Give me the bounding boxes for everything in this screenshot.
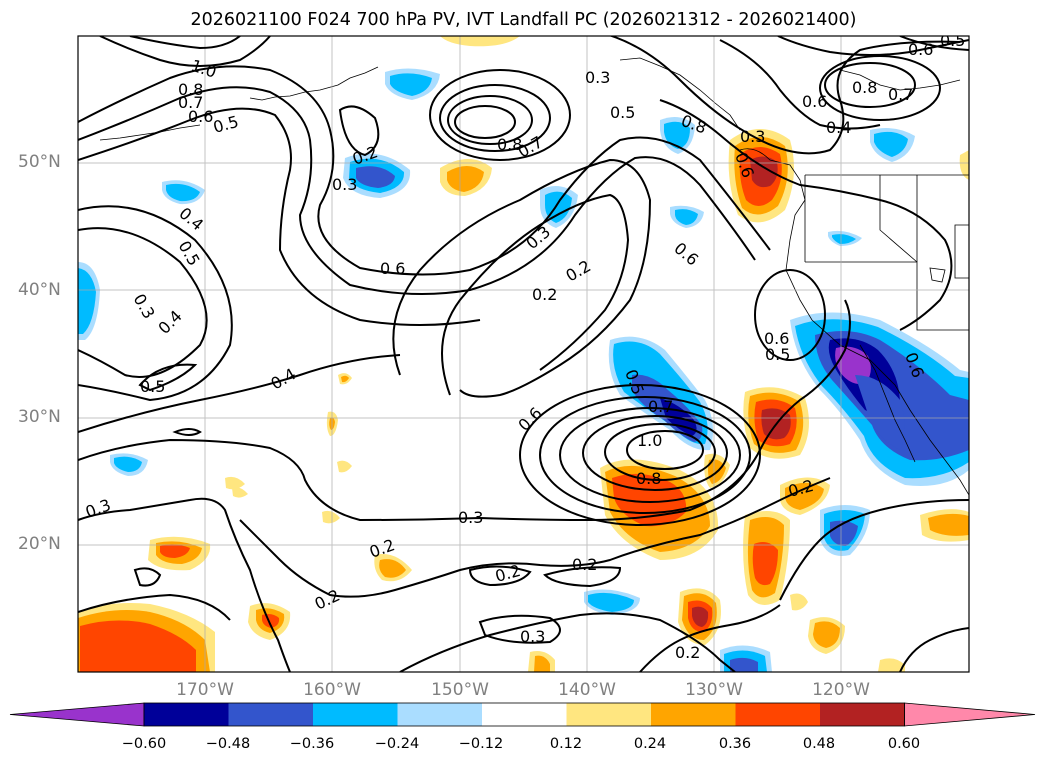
colorbar-tick: −0.48 [205,736,251,752]
lon-label-120w: 120°W [812,680,870,700]
contour-label: 0.6 [802,92,827,111]
lat-label-50n: 50°N [18,152,61,172]
lon-label-130w: 130°W [685,680,743,700]
contour-label: 1.0 [637,431,662,450]
contour-label: 0.3 [458,508,483,527]
contour-label: 0.5 [610,103,635,122]
contour-label: 0.5 [940,31,965,50]
ivt-positive-shading [78,36,969,672]
lat-label-20n: 20°N [18,534,61,554]
contour-label: 0.2 [572,555,597,574]
lon-label-170w: 170°W [176,680,234,700]
lon-label-160w: 160°W [303,680,361,700]
contour-label: 0.8 [852,78,877,97]
colorbar-tick: −0.24 [374,736,420,752]
colorbar-tick: −0.36 [289,736,335,752]
contour-label: 0.5 [765,345,790,364]
lon-label-140w: 140°W [558,680,616,700]
contour-label: 0.6 [908,40,933,59]
contour-label: 0.6 [764,329,789,348]
colorbar-tick: −0.12 [458,736,504,752]
chart-title: 2026021100 F024 700 hPa PV, IVT Landfall… [190,10,857,30]
colorbar-tick: 0.36 [718,736,752,752]
colorbar-tick: 0.24 [633,736,667,752]
contour-label: 0.3 [740,127,765,146]
contour-label: 0.4 [826,118,851,137]
contour-label: 0.8 [178,80,203,99]
lat-label-40n: 40°N [18,280,61,300]
contour-label: 0.2 [675,643,700,662]
graticule [78,36,969,672]
contour-label: 0.8 [497,135,522,154]
ivt-negative-shading [78,68,969,672]
colorbar-tick: 0.48 [802,736,836,752]
contour-label: 0.5 [140,377,165,396]
colorbar-tick: 0.12 [549,736,583,752]
contour-label: 0.3 [332,175,357,194]
contour-label: 0.7 [888,85,913,104]
map-area: 1.0 0.8 0.7 0.6 0.5 0.3 0.5 0.8 0.7 0.2 … [78,31,969,672]
map-frame [77,35,970,673]
contour-label: 0.6 [188,107,213,126]
contour-label: 0.7 [178,93,203,112]
lat-label-30n: 30°N [18,407,61,427]
contour-label: 0.2 [532,285,557,304]
lon-label-150w: 150°W [431,680,489,700]
contour-label: 0.3 [585,68,610,87]
contour-label: 0.8 [636,469,661,488]
contour-label: 0.7 [648,397,673,416]
contour-label: 0.3 [520,627,545,646]
contour-label: 0.6 [380,259,405,278]
colorbar-tick: −0.60 [121,736,167,752]
pv-contours [78,36,969,672]
colorbar-tick: 0.60 [887,736,921,752]
